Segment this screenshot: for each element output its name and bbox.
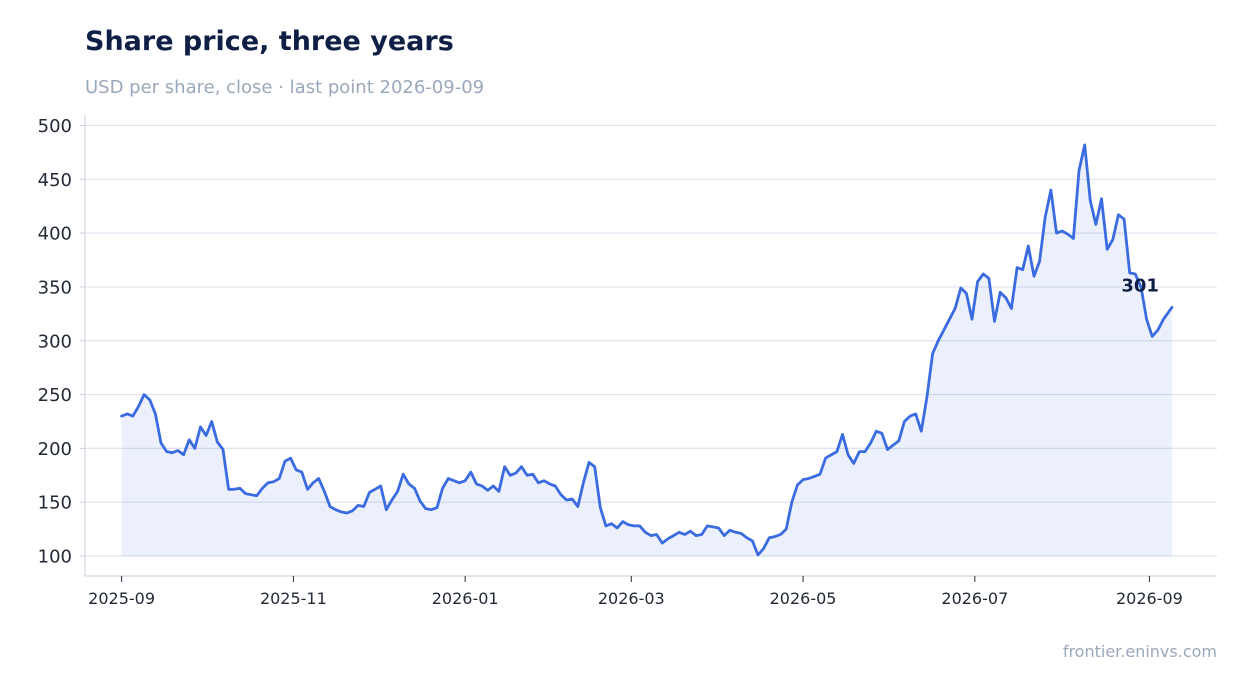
series-area (121, 144, 1172, 556)
y-axis-ticks: 100 150 200 250 300 350 400 450 500 (38, 116, 85, 568)
y-tick-label: 400 (38, 224, 72, 245)
last-point-label: 301 (1121, 275, 1159, 296)
x-axis-ticks: 2025-09 2025-11 2026-01 2026-03 2026-05 2026-… (88, 576, 1183, 608)
y-tick-label: 100 (38, 547, 72, 568)
y-tick-label: 300 (38, 331, 72, 352)
source-credit: frontier.eninvs.com (1062, 642, 1217, 661)
y-tick-label: 250 (38, 385, 72, 406)
x-tick-label: 2025-09 (88, 589, 155, 608)
y-tick-label: 500 (38, 116, 72, 137)
x-tick-label: 2026-01 (432, 589, 499, 608)
x-tick-label: 2026-05 (770, 589, 837, 608)
x-tick-label: 2026-03 (598, 589, 665, 608)
y-tick-label: 200 (38, 439, 72, 460)
chart-title: Share price, three years (85, 26, 454, 57)
y-tick-label: 350 (38, 277, 72, 298)
x-tick-label: 2026-07 (941, 589, 1008, 608)
x-tick-label: 2026-09 (1116, 589, 1183, 608)
y-tick-label: 150 (38, 493, 72, 514)
gridlines (84, 115, 1217, 577)
series-line (120, 143, 1174, 557)
x-tick-label: 2025-11 (260, 589, 327, 608)
y-tick-label: 450 (38, 170, 72, 191)
plot-area: 301 (120, 143, 1174, 557)
chart-subtitle: USD per share, close · last point 2026-0… (85, 77, 485, 98)
